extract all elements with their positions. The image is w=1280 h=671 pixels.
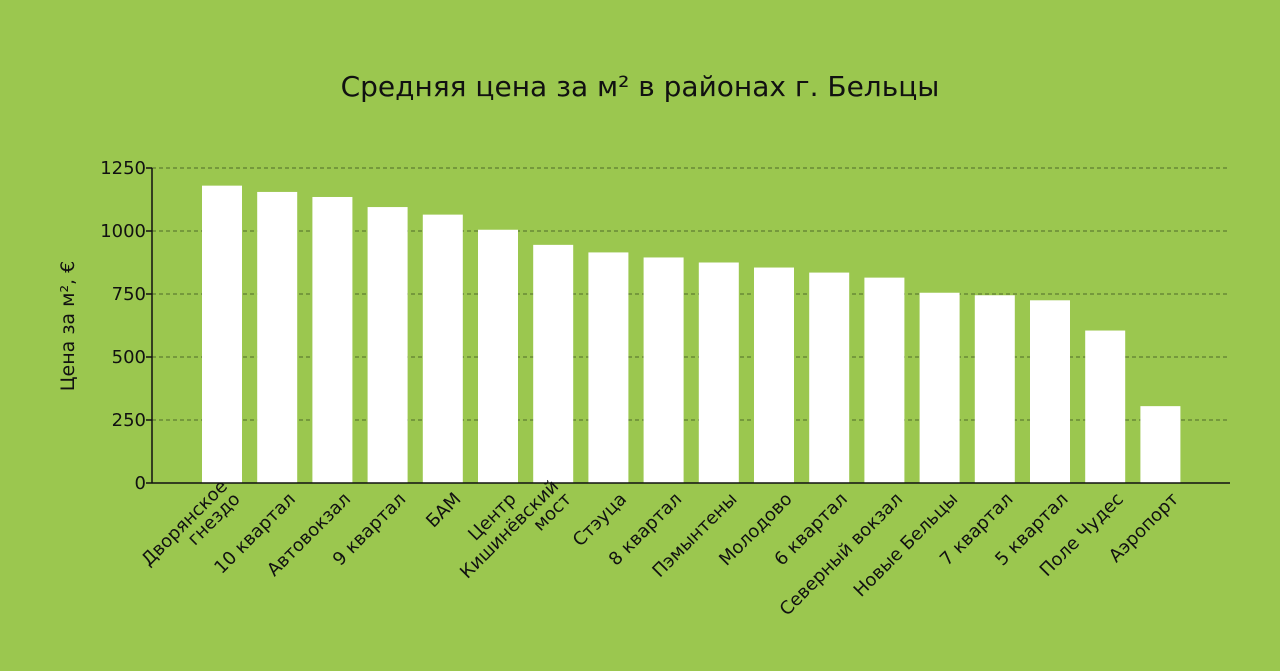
y-tick-label: 1250 bbox=[100, 158, 146, 179]
axes bbox=[151, 168, 1230, 484]
bar bbox=[478, 229, 518, 483]
bars bbox=[202, 185, 1181, 484]
bar bbox=[974, 295, 1015, 483]
bar bbox=[422, 214, 463, 483]
bar bbox=[533, 244, 574, 483]
x-category-label: БАМ bbox=[422, 489, 465, 532]
bar bbox=[754, 267, 794, 483]
bar bbox=[698, 262, 739, 483]
y-tick-label: 0 bbox=[135, 473, 146, 494]
bar bbox=[588, 252, 629, 483]
y-axis-label: Цена за м², € bbox=[57, 261, 79, 391]
bar bbox=[919, 292, 960, 483]
bar bbox=[1085, 330, 1126, 483]
bar bbox=[1030, 300, 1070, 483]
bar bbox=[643, 257, 684, 483]
bar bbox=[202, 185, 242, 483]
bar bbox=[1140, 406, 1181, 483]
y-tick-label: 500 bbox=[112, 347, 146, 368]
bar bbox=[864, 277, 905, 483]
y-tick-label: 750 bbox=[112, 284, 146, 305]
y-tick-label: 250 bbox=[112, 410, 146, 431]
bar bbox=[809, 272, 850, 483]
bar bbox=[367, 207, 408, 483]
bar bbox=[257, 191, 298, 483]
y-ticks: 0 250 500 750 1000 1250 bbox=[100, 158, 152, 494]
chart-title: Средняя цена за м² в районах г. Бельцы bbox=[341, 70, 940, 103]
y-tick-label: 1000 bbox=[100, 221, 146, 242]
bar bbox=[312, 196, 353, 484]
